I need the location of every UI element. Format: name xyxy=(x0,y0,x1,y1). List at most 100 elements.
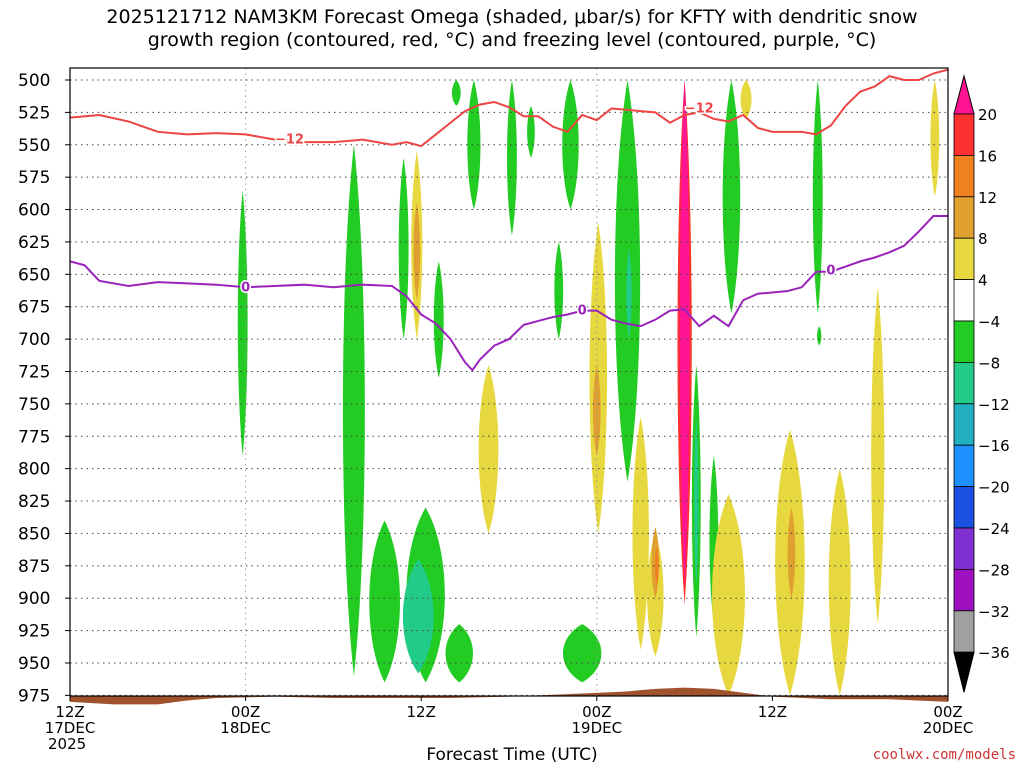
colorbar-segment-8 xyxy=(953,403,975,446)
y-tick-label-675: 675 xyxy=(18,298,50,318)
y-tick-label-975: 975 xyxy=(18,686,50,706)
y-tick-label-725: 725 xyxy=(18,362,50,382)
plot-frame xyxy=(69,67,949,697)
omega-region-21 xyxy=(626,248,632,340)
y-axis: 500 525 550 575 600 625 650 675 700 725 750 775 800 8… xyxy=(18,71,70,706)
colorbar-segment-2 xyxy=(953,154,975,198)
colorbar-segment-9 xyxy=(953,444,975,488)
colorbar-label-12: −32 xyxy=(978,603,1010,621)
y-tick-label-500: 500 xyxy=(18,71,50,91)
y-tick-label-575: 575 xyxy=(18,168,50,188)
contour-line-0 xyxy=(70,68,948,148)
omega-region-0 xyxy=(237,190,248,456)
contour-label-1-2: 0 xyxy=(826,263,835,278)
title-line-1: 2025121712 NAM3KM Forecast Omega (shaded… xyxy=(106,6,918,28)
omega-region-10 xyxy=(527,105,535,158)
colorbar-segment-6 xyxy=(953,320,975,363)
contour-label-1-1: 0 xyxy=(578,304,587,319)
colorbar-label-7: −12 xyxy=(978,396,1010,414)
colorbar-top-arrow xyxy=(953,74,975,115)
y-tick-label-950: 950 xyxy=(18,654,50,674)
x-tick-label-60-0: 00Z xyxy=(933,703,962,721)
y-tick-label-850: 850 xyxy=(18,524,50,544)
colorbar-label-4: 4 xyxy=(978,272,988,290)
x-tick-label-0-0: 12Z xyxy=(55,703,84,721)
omega-region-18 xyxy=(812,80,823,314)
credit-text: coolwx.com/models xyxy=(872,747,1016,763)
colorbar-segment-7 xyxy=(953,361,975,405)
x-axis-title: Forecast Time (UTC) xyxy=(426,745,598,765)
y-tick-label-550: 550 xyxy=(18,136,50,156)
omega-region-34 xyxy=(413,203,421,301)
colorbar-label-1: 16 xyxy=(978,147,997,165)
omega-region-37 xyxy=(787,507,796,599)
colorbar-segment-12 xyxy=(953,569,975,612)
colorbar-label-9: −20 xyxy=(978,479,1010,497)
x-tick-label-36-1: 19DEC xyxy=(572,719,623,737)
x-tick-label-12-0: 00Z xyxy=(231,703,260,721)
y-tick-label-600: 600 xyxy=(18,201,50,221)
omega-region-5 xyxy=(369,520,400,683)
contour-label-0-0: −12 xyxy=(275,133,304,148)
omega-region-32 xyxy=(871,287,885,625)
colorbar-bottom-arrow xyxy=(953,651,975,693)
contour-line-1 xyxy=(70,215,948,372)
y-tick-label-625: 625 xyxy=(18,233,50,253)
omega-region-9 xyxy=(506,80,517,236)
y-tick-label-700: 700 xyxy=(18,330,50,350)
chart-title: 2025121712 NAM3KM Forecast Omega (shaded… xyxy=(0,6,1024,52)
y-tick-label-775: 775 xyxy=(18,427,50,447)
omega-region-28 xyxy=(740,80,752,119)
colorbar-segment-3 xyxy=(953,196,975,239)
omega-region-29 xyxy=(712,494,745,696)
contour-label-0-1: −12 xyxy=(685,102,714,117)
omega-shading xyxy=(237,80,940,696)
y-tick-label-800: 800 xyxy=(18,460,50,480)
y-tick-label-650: 650 xyxy=(18,265,50,285)
omega-region-6 xyxy=(445,624,473,683)
colorbar-label-6: −8 xyxy=(978,354,1000,372)
omega-region-40 xyxy=(679,80,690,586)
x-tick-label-60-1: 20DEC xyxy=(923,719,974,737)
colorbar-segment-11 xyxy=(953,527,975,570)
x-tick-label-12-1: 18DEC xyxy=(220,719,271,737)
x-tick-label-0-2: 2025 xyxy=(48,735,86,753)
colorbar-label-5: −4 xyxy=(978,313,1000,331)
contour-label-1-0: 0 xyxy=(241,280,250,295)
contour-layer: −12 −12 0 0 0 xyxy=(70,68,948,372)
colorbar-segment-10 xyxy=(953,486,975,529)
omega-region-38 xyxy=(655,546,659,586)
colorbar: 20 16 12 8 4 −4 −8 −12 −16 −20 −24 −28 −32 −36 xyxy=(953,74,1010,693)
omega-region-33 xyxy=(930,80,940,197)
y-tick-label-525: 525 xyxy=(18,103,50,123)
omega-region-31 xyxy=(828,468,851,696)
colorbar-label-2: 12 xyxy=(978,189,997,207)
colorbar-segment-5 xyxy=(953,279,975,322)
x-tick-label-0-1: 17DEC xyxy=(45,719,96,737)
omega-region-20 xyxy=(402,559,434,674)
omega-region-22 xyxy=(694,416,699,586)
colorbar-label-13: −36 xyxy=(978,644,1010,662)
colorbar-segment-4 xyxy=(953,237,975,280)
y-tick-label-750: 750 xyxy=(18,395,50,415)
x-tick-label-36-0: 00Z xyxy=(582,703,611,721)
omega-region-19 xyxy=(817,326,822,346)
omega-region-15 xyxy=(722,80,741,314)
grid-lines xyxy=(70,68,948,696)
x-tick-label-24-0: 12Z xyxy=(407,703,436,721)
y-tick-label-900: 900 xyxy=(18,589,50,609)
omega-region-7 xyxy=(451,80,461,106)
colorbar-segment-13 xyxy=(953,610,975,653)
y-tick-label-825: 825 xyxy=(18,492,50,512)
colorbar-label-8: −16 xyxy=(978,437,1010,455)
omega-region-11 xyxy=(554,241,564,340)
colorbar-label-11: −28 xyxy=(978,561,1010,579)
omega-region-24 xyxy=(478,365,499,534)
colorbar-label-3: 8 xyxy=(978,230,988,248)
omega-region-1 xyxy=(342,144,365,676)
colorbar-segment-1 xyxy=(953,113,975,156)
x-tick-label-48-0: 12Z xyxy=(758,703,787,721)
colorbar-label-0: 20 xyxy=(978,106,997,124)
